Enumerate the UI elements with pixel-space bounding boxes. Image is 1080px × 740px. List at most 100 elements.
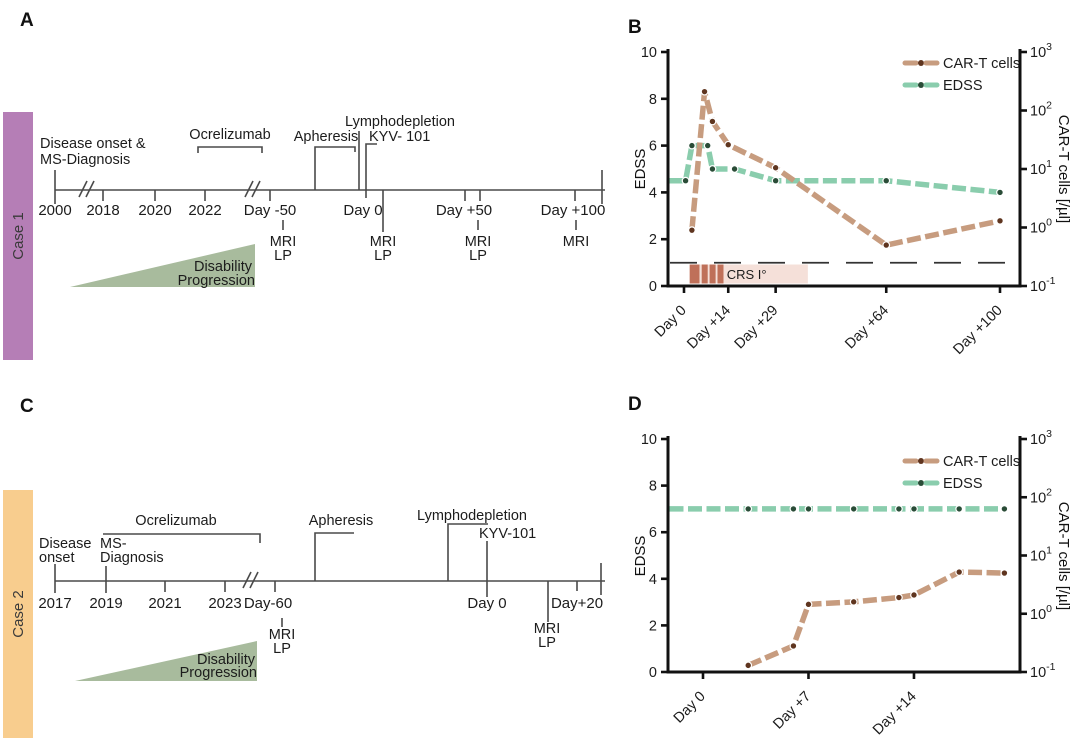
y-tick-right-label: 10-1 (1030, 661, 1056, 681)
data-point (849, 597, 858, 606)
data-point (955, 504, 964, 513)
crs-bar (701, 264, 708, 284)
x-tick-label: Day +29 (732, 303, 782, 353)
y-axis-right-title: CAR-T cells [/µl] (1055, 502, 1072, 610)
x-tick-label: Day +64 (842, 303, 892, 353)
tick-2000: 2000 (38, 202, 71, 219)
tick-2022: 2022 (188, 202, 221, 219)
y-tick-left-label: 10 (641, 45, 657, 61)
y-tick-right-label: 103 (1030, 428, 1052, 448)
scan-lp: LP (273, 641, 291, 657)
ocrelizumab-label: Ocrelizumab (135, 513, 216, 529)
scan-lp: LP (274, 248, 292, 264)
apheresis-bracket (314, 146, 356, 190)
data-point (730, 165, 739, 173)
y-tick-right-label: 101 (1030, 545, 1052, 565)
disability-progression-triangle (75, 641, 257, 681)
data-point (724, 140, 733, 149)
y-tick-right-label: 100 (1030, 603, 1052, 623)
y-tick-right-label: 100 (1030, 217, 1052, 237)
data-point (910, 504, 918, 513)
data-point (687, 141, 696, 150)
y-tick-left-label: 8 (649, 479, 657, 495)
scan-mri: MRI (370, 234, 397, 250)
data-point (895, 593, 903, 602)
y-axis-left-title: EDSS (632, 536, 649, 577)
x-tick-label: Day +7 (770, 689, 814, 733)
apheresis-label: Apheresis (294, 129, 358, 145)
crs-label: CRS I° (727, 267, 767, 282)
disability-label: Disability (194, 259, 253, 275)
y-tick-left-label: 8 (649, 92, 657, 108)
y-tick-right-label: 103 (1030, 41, 1052, 61)
y-tick-left-label: 6 (649, 525, 657, 541)
legend-dot (918, 480, 924, 486)
y-tick-left-label: 2 (649, 618, 657, 634)
data-point (744, 661, 753, 670)
tick-2020: 2020 (138, 202, 171, 219)
data-point (703, 141, 712, 150)
crs-bar (717, 264, 724, 284)
timeline-ticks (54, 170, 576, 204)
case1-color-bar (3, 112, 33, 360)
kyv101-label: KYV- 101 (369, 129, 430, 145)
tick-day100: Day +100 (541, 202, 606, 219)
y-axis-left-title: EDSS (632, 149, 649, 190)
case1-label: Case 1 (10, 212, 27, 260)
scan-lp: LP (374, 248, 392, 264)
scan-mri: MRI (534, 621, 561, 637)
y-tick-left-label: 0 (649, 279, 657, 295)
tick-day0: Day 0 (343, 202, 382, 219)
crs-bar (709, 264, 716, 284)
data-point (789, 504, 798, 513)
data-point (804, 600, 813, 609)
legend-dot (918, 82, 924, 88)
data-point (804, 504, 813, 513)
apheresis-label: Apheresis (309, 513, 373, 529)
tick-2021: 2021 (148, 595, 181, 612)
scan-lp: LP (469, 248, 487, 264)
diagnosis-label: Diagnosis (100, 550, 164, 566)
y-tick-right-label: 10-1 (1030, 275, 1056, 295)
scan-connector-lines (282, 190, 577, 232)
tick-2017: 2017 (38, 595, 71, 612)
legend-dot (918, 60, 924, 66)
disease-label: Disease (39, 536, 91, 552)
disease-onset-label: Disease onset & (40, 136, 146, 152)
data-point (955, 568, 964, 576)
panel-letter-a: A (20, 10, 34, 31)
data-point (895, 504, 903, 513)
disability-label: Disability (197, 652, 256, 668)
tick-day-50: Day -50 (244, 202, 297, 219)
timeline-ticks (54, 564, 578, 593)
kyv101-line (365, 143, 377, 198)
data-point (744, 504, 753, 513)
onset-label: onset (39, 550, 74, 566)
crs-bar (689, 264, 700, 284)
data-point (910, 591, 918, 599)
apheresis-bracket (314, 532, 354, 581)
disability-progression-triangle (70, 244, 255, 287)
data-point (687, 226, 696, 235)
y-tick-left-label: 10 (641, 432, 657, 448)
data-point (996, 216, 1004, 225)
x-tick-label: Day +100 (950, 303, 1005, 358)
kyv101-label: KYV-101 (479, 526, 536, 542)
legend-label: CAR-T cells (943, 454, 1020, 470)
scan-mri: MRI (269, 627, 296, 643)
data-point (700, 87, 709, 96)
data-point (771, 176, 780, 185)
ms-diagnosis-label: MS-Diagnosis (40, 152, 130, 168)
data-point (1000, 504, 1009, 513)
scan-connector-lines (281, 581, 549, 627)
data-point (882, 241, 891, 250)
data-point (771, 163, 780, 172)
panel-b-chart: B EDSS CAR-T cells [/µl] CRS I° 0 2 4 6 8 10 10… (628, 17, 1072, 358)
x-tick-label: Day 0 (652, 303, 690, 341)
tick-2019: 2019 (89, 595, 122, 612)
series-line-edss (669, 142, 1001, 196)
legend-label: EDSS (943, 476, 983, 492)
x-tick-label: Day +14 (870, 689, 920, 739)
data-point (789, 642, 798, 650)
